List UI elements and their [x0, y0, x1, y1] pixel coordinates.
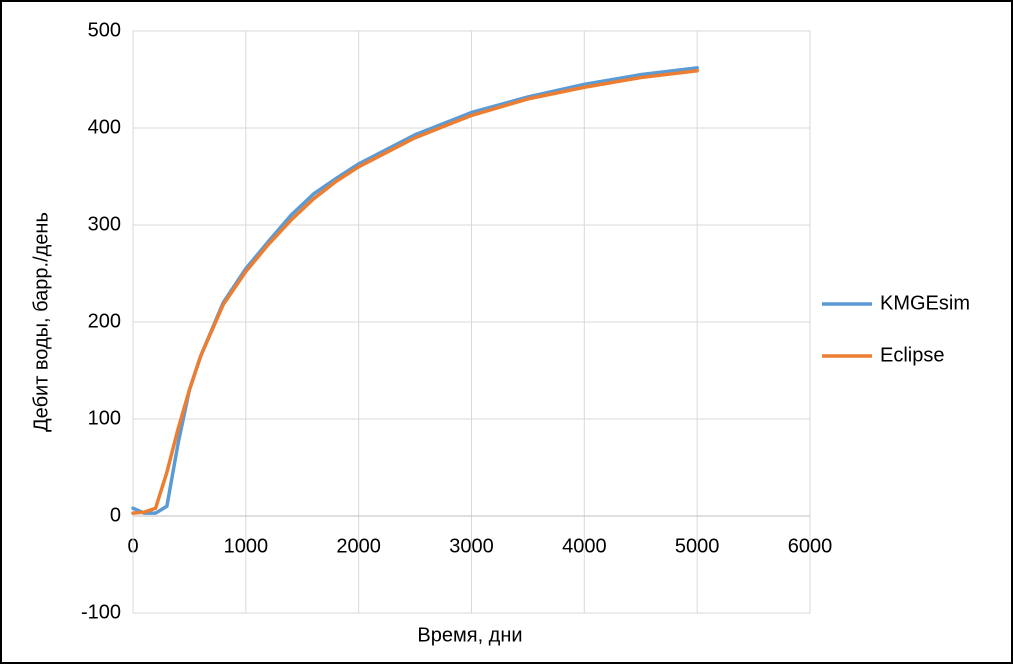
- x-axis-title: Время, дни: [417, 624, 522, 646]
- y-tick-label: 500: [88, 19, 121, 41]
- y-tick-label: 300: [88, 213, 121, 235]
- x-tick-label: 2000: [336, 535, 381, 557]
- legend-label: KMGEsim: [880, 292, 970, 314]
- x-tick-label: 5000: [675, 535, 720, 557]
- series-line: [131, 69, 699, 515]
- x-tick-label: 1000: [224, 535, 269, 557]
- x-tick-label: 4000: [562, 535, 607, 557]
- y-tick-label: 400: [88, 116, 121, 138]
- x-tick-label: 3000: [449, 535, 494, 557]
- y-tick-label: 0: [110, 504, 121, 526]
- y-axis-title: Дебит воды, барр./день: [30, 212, 52, 432]
- y-tick-label: 100: [88, 407, 121, 429]
- plot-border: [132, 30, 811, 614]
- y-tick-label: -100: [81, 601, 121, 623]
- series-line: [131, 66, 699, 515]
- y-tick-label: 200: [88, 310, 121, 332]
- legend-label: Eclipse: [880, 344, 944, 366]
